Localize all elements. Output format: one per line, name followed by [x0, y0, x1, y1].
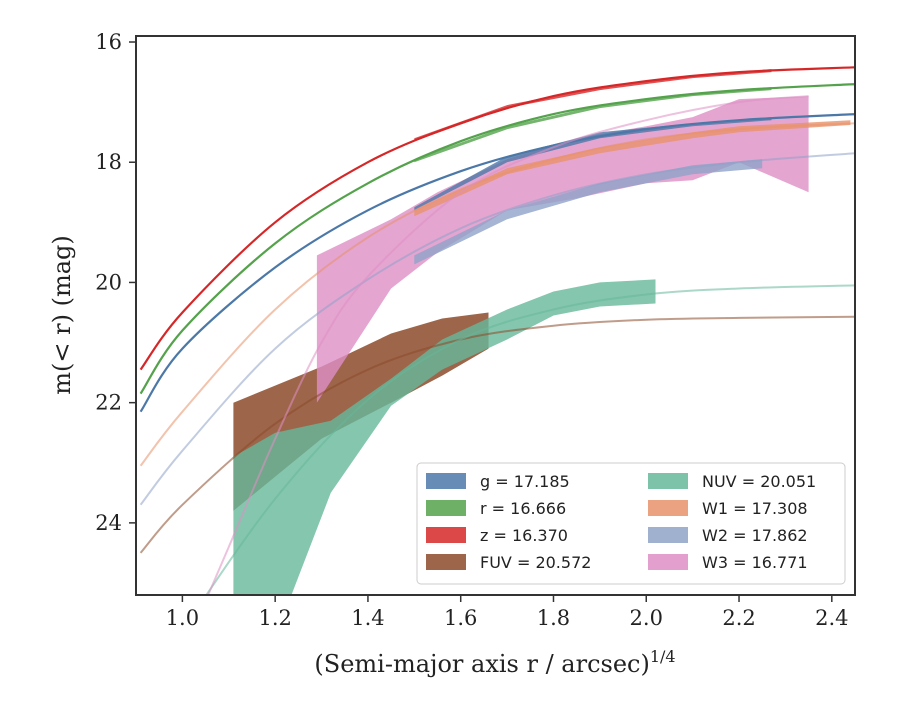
model-line-z — [139, 66, 855, 371]
band-w2 — [414, 159, 763, 265]
bands-layer — [233, 69, 851, 595]
x-tick-label: 1.6 — [444, 606, 477, 630]
legend-label-w3: W3 = 16.771 — [702, 553, 808, 572]
legend-swatch-g — [426, 473, 466, 489]
legend-swatch-w1 — [648, 500, 688, 516]
legend-label-z: z = 16.370 — [480, 526, 568, 545]
band-g — [414, 117, 772, 211]
model-line-g — [139, 113, 855, 413]
legend-swatch-z — [426, 527, 466, 543]
legend-label-w2: W2 = 17.862 — [702, 526, 808, 545]
legend-label-nuv: NUV = 20.051 — [702, 472, 816, 491]
legend-swatch-nuv — [648, 473, 688, 489]
x-tick-label: 2.4 — [815, 606, 848, 630]
legend-label-w1: W1 = 17.308 — [702, 499, 808, 518]
legend-label-r: r = 16.666 — [480, 499, 566, 518]
model-line-w3 — [207, 95, 809, 595]
x-axis: 1.0 1.2 1.4 1.6 1.8 2.0 2.2 2.4 — [166, 595, 849, 630]
models-layer — [139, 66, 855, 595]
legend-swatch-fuv — [426, 554, 466, 570]
x-axis-title: (Semi-major axis r / arcsec)1/4 — [314, 647, 675, 678]
legend-label-fuv: FUV = 20.572 — [480, 553, 591, 572]
legend-swatch-w2 — [648, 527, 688, 543]
y-tick-label: 16 — [95, 30, 122, 54]
legend-swatch-w3 — [648, 554, 688, 570]
x-tick-label: 1.4 — [351, 606, 384, 630]
model-line-w2 — [139, 152, 855, 506]
y-axis-title: m(< r) (mag) — [48, 235, 76, 394]
model-line-w1 — [139, 122, 855, 467]
legend-label-g: g = 17.185 — [480, 472, 570, 491]
x-tick-label: 1.0 — [166, 606, 199, 630]
plot-frame — [135, 35, 856, 596]
y-tick-label: 18 — [95, 150, 122, 174]
y-tick-label: 24 — [95, 511, 122, 535]
y-tick-label: 20 — [95, 270, 122, 294]
x-tick-label: 2.0 — [630, 606, 663, 630]
legend-swatch-r — [426, 500, 466, 516]
x-axis-title-text: (Semi-major axis r / arcsec) — [314, 650, 649, 678]
x-tick-label: 1.2 — [258, 606, 291, 630]
x-tick-label: 2.2 — [722, 606, 755, 630]
model-line-r — [139, 83, 855, 395]
y-tick-label: 22 — [95, 391, 122, 415]
legend: g = 17.185 r = 16.666 z = 16.370 FUV = 20.5… — [416, 462, 846, 585]
band-nuv — [233, 279, 656, 595]
x-axis-title-power: 1/4 — [650, 647, 676, 666]
legend-frame — [416, 462, 846, 585]
y-axis: 16 18 20 22 24 — [95, 30, 136, 535]
x-tick-label: 1.8 — [537, 606, 570, 630]
model-line-nuv — [205, 284, 855, 595]
